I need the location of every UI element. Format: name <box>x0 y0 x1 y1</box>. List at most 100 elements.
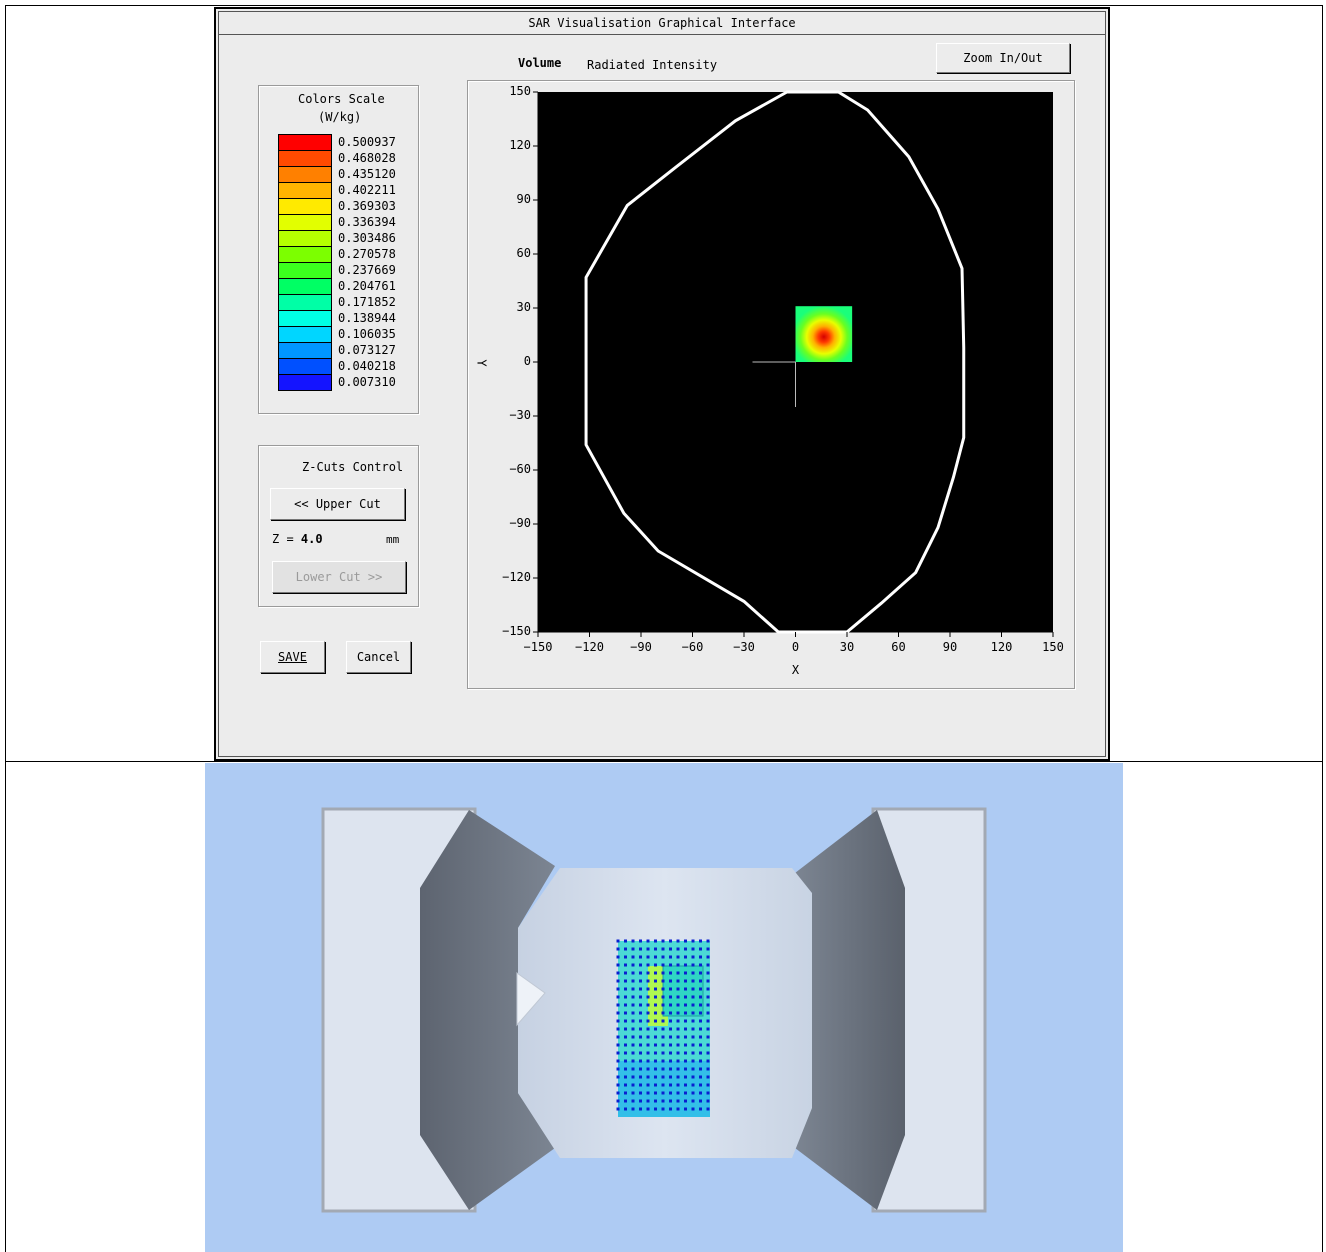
grid-point <box>676 1019 680 1023</box>
color-scale-value: 0.270578 <box>338 247 396 261</box>
grid-point <box>699 939 702 943</box>
color-scale-value: 0.336394 <box>338 215 396 229</box>
grid-point <box>624 963 627 967</box>
zoom-button[interactable]: Zoom In/Out <box>936 43 1070 73</box>
grid-point <box>669 1011 672 1015</box>
grid-point <box>669 1075 672 1079</box>
grid-point <box>631 1043 635 1047</box>
grid-point <box>684 947 687 951</box>
grid-point <box>661 971 665 975</box>
grid-point <box>699 1075 702 1079</box>
grid-point <box>661 1019 665 1023</box>
grid-point <box>624 1027 627 1031</box>
y-tick-label: −150 <box>502 624 531 638</box>
grid-point <box>691 947 695 951</box>
grid-point <box>639 963 642 967</box>
grid-point <box>631 1003 635 1007</box>
grid-point <box>631 1011 635 1015</box>
grid-point <box>676 971 680 975</box>
window-title: SAR Visualisation Graphical Interface <box>219 12 1105 35</box>
grid-point <box>684 1043 687 1047</box>
grid-point <box>669 1059 672 1063</box>
y-tick-label: −90 <box>509 516 531 530</box>
grid-point <box>706 939 710 943</box>
grid-point <box>676 955 680 959</box>
x-tick-label: 60 <box>891 640 906 654</box>
zcuts-group <box>258 445 419 607</box>
grid-point <box>684 1083 687 1087</box>
lower-cut-button[interactable]: Lower Cut >> <box>272 561 406 593</box>
grid-point <box>631 947 635 951</box>
grid-point <box>639 1091 642 1095</box>
y-tick-label: 90 <box>516 192 531 206</box>
grid-point <box>699 1019 702 1023</box>
grid-point <box>661 1059 665 1063</box>
grid-point <box>654 963 657 967</box>
grid-point <box>676 979 680 983</box>
phantom-3d-render <box>321 807 987 1213</box>
grid-point <box>661 939 665 943</box>
grid-point <box>669 1003 672 1007</box>
grid-point <box>699 995 702 999</box>
grid-point <box>669 963 672 967</box>
grid-point <box>699 963 702 967</box>
save-button[interactable]: SAVE <box>260 641 325 673</box>
grid-point <box>661 1043 665 1047</box>
grid-point <box>661 955 665 959</box>
grid-point <box>676 1035 680 1039</box>
x-tick-label: 150 <box>1042 640 1064 654</box>
z-label-text: Z = <box>272 532 301 546</box>
grid-point <box>616 1043 620 1047</box>
grid-point <box>661 1099 665 1103</box>
grid-point <box>639 1003 642 1007</box>
grid-point <box>624 1083 627 1087</box>
grid-point <box>706 1011 710 1015</box>
grid-point <box>616 1035 620 1039</box>
color-scale-unit: (W/kg) <box>318 110 362 124</box>
grid-point <box>669 987 672 991</box>
grid-point <box>654 987 657 991</box>
grid-point <box>616 995 620 999</box>
upper-cut-button[interactable]: << Upper Cut <box>270 488 405 520</box>
grid-point <box>691 1035 695 1039</box>
grid-point <box>706 963 710 967</box>
grid-point <box>639 1067 642 1071</box>
window-frame: SAR Visualisation Graphical Interface <box>218 11 1106 757</box>
grid-point <box>699 947 702 951</box>
grid-point <box>706 1059 710 1063</box>
grid-point <box>646 1011 650 1015</box>
grid-point <box>639 1083 642 1087</box>
grid-point <box>624 1003 627 1007</box>
grid-point <box>654 1075 657 1079</box>
grid-point <box>676 1051 680 1055</box>
grid-point <box>661 1083 665 1087</box>
grid-point <box>639 1027 642 1031</box>
grid-point <box>624 979 627 983</box>
grid-point <box>654 1091 657 1095</box>
grid-point <box>616 987 620 991</box>
grid-point <box>684 1067 687 1071</box>
grid-point <box>616 1051 620 1055</box>
mode-value: Radiated Intensity <box>587 58 718 72</box>
grid-point <box>646 1019 650 1023</box>
grid-point <box>699 1051 702 1055</box>
grid-point <box>631 1067 635 1071</box>
phantom-3d-view[interactable] <box>205 763 1123 1252</box>
grid-point <box>661 1091 665 1095</box>
z-unit: mm <box>386 533 400 546</box>
grid-point <box>669 1107 672 1111</box>
y-tick-label: −30 <box>509 408 531 422</box>
grid-point <box>676 939 680 943</box>
grid-point <box>669 979 672 983</box>
grid-point <box>631 963 635 967</box>
grid-point <box>691 971 695 975</box>
grid-point <box>646 947 650 951</box>
grid-point <box>699 1027 702 1031</box>
grid-point <box>699 971 702 975</box>
grid-point <box>684 1027 687 1031</box>
cancel-button[interactable]: Cancel <box>346 641 411 673</box>
color-scale-value: 0.303486 <box>338 231 396 245</box>
grid-point <box>616 1003 620 1007</box>
grid-point <box>616 1099 620 1103</box>
grid-point <box>706 979 710 983</box>
